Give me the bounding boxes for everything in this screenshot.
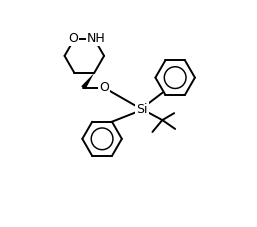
- Text: NH: NH: [87, 32, 106, 45]
- Text: O: O: [68, 32, 78, 45]
- Text: O: O: [99, 81, 109, 94]
- Polygon shape: [81, 73, 94, 89]
- Text: Si: Si: [136, 103, 147, 116]
